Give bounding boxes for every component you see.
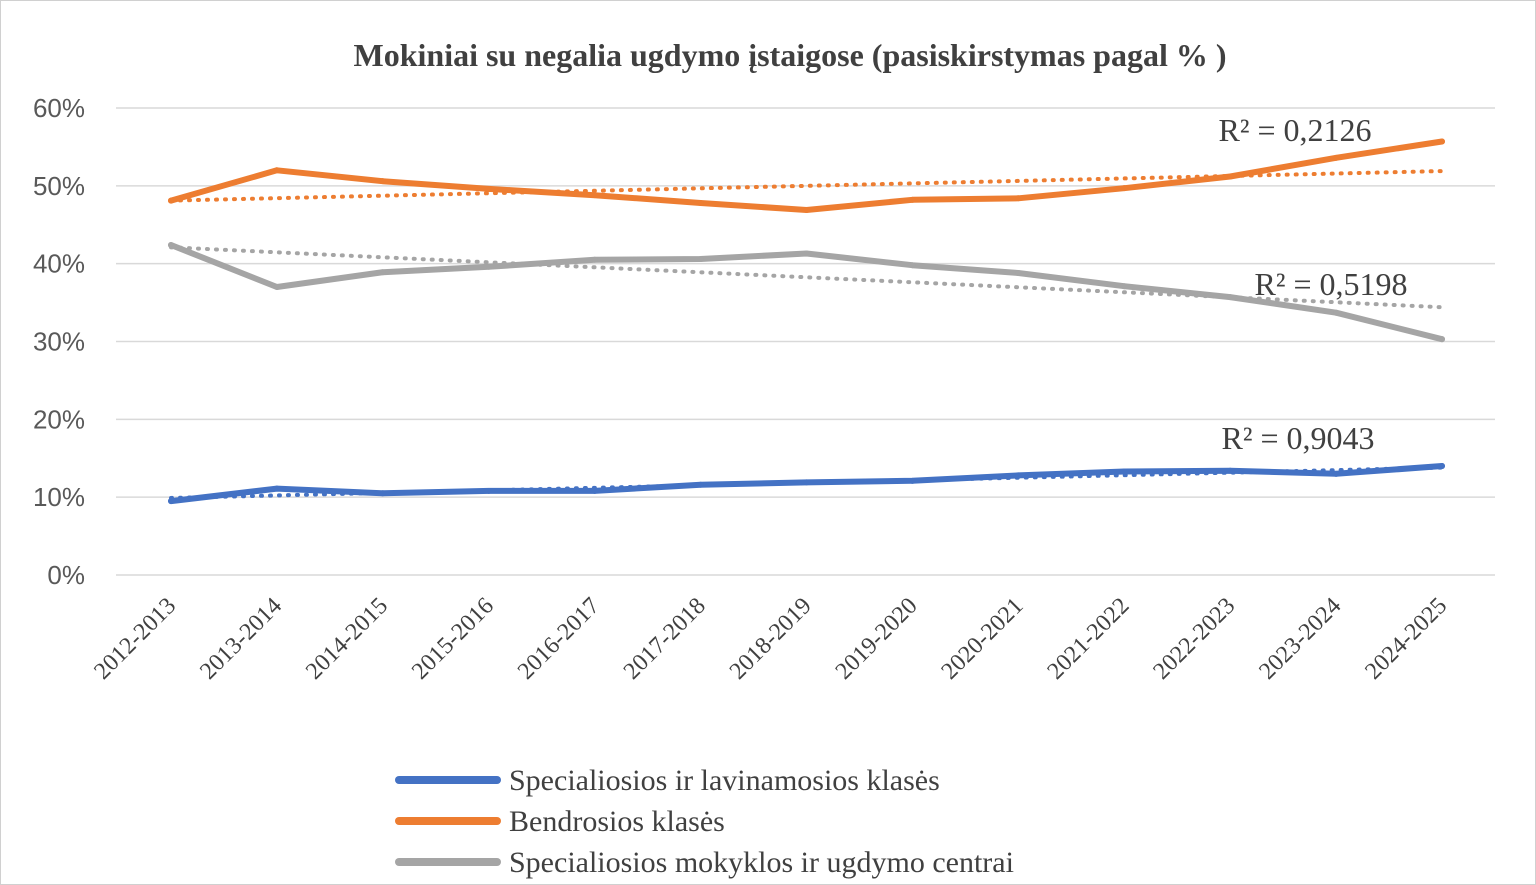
data-point bbox=[591, 487, 598, 494]
data-point bbox=[1227, 294, 1234, 301]
data-point bbox=[273, 485, 280, 492]
x-tick-label: 2023-2024 bbox=[1254, 593, 1346, 685]
data-point bbox=[909, 196, 916, 203]
r2-label: R² = 0,2126 bbox=[1219, 112, 1372, 148]
x-tick-label: 2016-2017 bbox=[513, 593, 605, 685]
x-tick-label: 2019-2020 bbox=[831, 593, 923, 685]
r2-label: R² = 0,9043 bbox=[1222, 420, 1375, 456]
data-point bbox=[1121, 468, 1128, 475]
series-layer bbox=[168, 138, 1445, 505]
data-point bbox=[168, 498, 174, 505]
data-point bbox=[803, 479, 810, 486]
y-tick-label: 0% bbox=[47, 560, 85, 590]
x-tick-label: 2017-2018 bbox=[619, 593, 711, 685]
r2-label-layer: R² = 0,9043 R² = 0,2126 R² = 0,5198 bbox=[1219, 112, 1408, 456]
data-point bbox=[273, 284, 280, 291]
data-point bbox=[1333, 470, 1340, 477]
x-tick-label: 2022-2023 bbox=[1148, 593, 1240, 685]
data-point bbox=[803, 206, 810, 213]
data-point bbox=[379, 178, 386, 185]
x-tick-label: 2021-2022 bbox=[1043, 593, 1135, 685]
x-tick-label: 2018-2019 bbox=[725, 593, 817, 685]
r2-label: R² = 0,5198 bbox=[1255, 266, 1408, 302]
series-line-3 bbox=[168, 242, 1445, 343]
legend-label: Bendrosios klasės bbox=[509, 805, 725, 838]
x-tick-label: 2024-2025 bbox=[1360, 593, 1452, 685]
data-point bbox=[379, 269, 386, 276]
y-tick-label: 30% bbox=[33, 327, 85, 357]
series-line-2 bbox=[168, 138, 1445, 213]
data-point bbox=[909, 477, 916, 484]
data-point bbox=[485, 185, 492, 192]
legend-label: Specialiosios mokyklos ir ugdymo centrai bbox=[509, 846, 1014, 879]
data-point bbox=[1439, 463, 1445, 470]
data-point bbox=[168, 241, 174, 248]
data-point bbox=[591, 192, 598, 199]
data-point bbox=[1015, 195, 1022, 202]
data-point bbox=[1439, 336, 1445, 343]
chart-title: Mokiniai su negalia ugdymo įstaigose (pa… bbox=[354, 37, 1227, 73]
data-point bbox=[1333, 309, 1340, 316]
data-point bbox=[591, 256, 598, 263]
data-point bbox=[485, 263, 492, 270]
data-point bbox=[485, 487, 492, 494]
y-tick-label: 40% bbox=[33, 249, 85, 279]
data-point bbox=[1227, 173, 1234, 180]
data-point bbox=[1227, 467, 1234, 474]
x-tick-label: 2020-2021 bbox=[937, 593, 1029, 685]
legend: Specialiosios ir lavinamosios klasės Bend… bbox=[395, 764, 1014, 879]
x-tick-label: 2013-2014 bbox=[195, 593, 287, 685]
y-tick-label: 60% bbox=[33, 93, 85, 123]
data-point bbox=[697, 199, 704, 206]
data-point bbox=[1015, 270, 1022, 277]
data-point bbox=[1015, 472, 1022, 479]
data-point bbox=[273, 167, 280, 174]
data-point bbox=[697, 481, 704, 488]
x-tick-label: 2014-2015 bbox=[301, 593, 393, 685]
x-tick-label: 2015-2016 bbox=[407, 593, 499, 685]
data-point bbox=[379, 490, 386, 497]
data-point bbox=[1439, 138, 1445, 145]
y-tick-label: 10% bbox=[33, 482, 85, 512]
y-tick-label: 20% bbox=[33, 404, 85, 434]
data-point bbox=[909, 262, 916, 269]
legend-label: Specialiosios ir lavinamosios klasės bbox=[509, 764, 940, 797]
data-point bbox=[1333, 154, 1340, 161]
data-point bbox=[168, 197, 174, 204]
grid-layer: 0%10%20%30%40%50%60%2012-2013 2013-2014 20… bbox=[33, 93, 1495, 685]
data-point bbox=[1121, 283, 1128, 290]
x-tick-label: 2012-2013 bbox=[89, 593, 181, 685]
data-point bbox=[697, 255, 704, 262]
y-tick-label: 50% bbox=[33, 171, 85, 201]
data-point bbox=[1121, 185, 1128, 192]
data-point bbox=[803, 250, 810, 257]
